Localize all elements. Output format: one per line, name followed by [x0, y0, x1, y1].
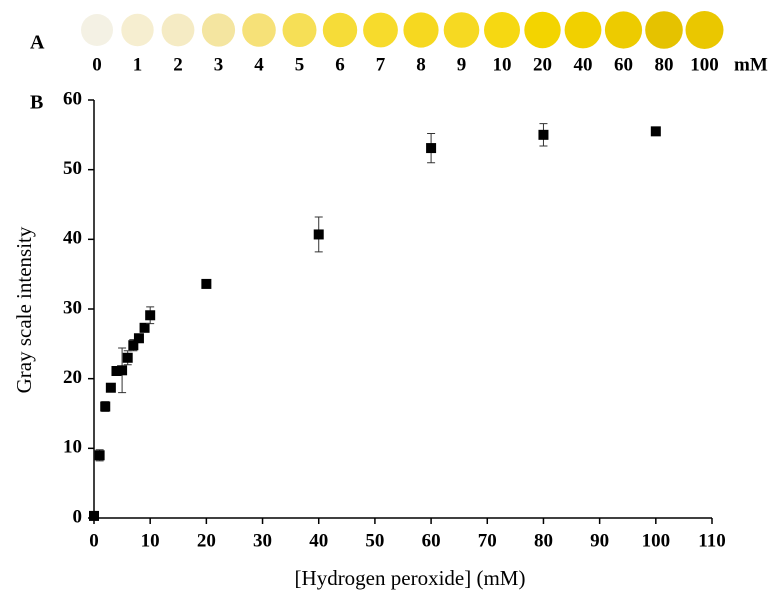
color-spot — [524, 11, 561, 49]
point — [105, 382, 116, 393]
point — [94, 450, 105, 461]
point — [117, 365, 128, 376]
x-tick-label: 10 — [141, 530, 160, 551]
y-tick-label: 20 — [63, 367, 82, 388]
y-tick-label: 30 — [63, 297, 82, 318]
x-tick-label: 90 — [590, 530, 609, 551]
strip-label: 7 — [376, 54, 386, 75]
color-spot — [121, 13, 154, 47]
strip-label: 6 — [335, 54, 345, 75]
color-spot — [161, 13, 195, 47]
point — [201, 278, 212, 289]
strip-label: 10 — [493, 54, 512, 75]
y-tick-label: 0 — [73, 506, 83, 527]
x-axis-title: [Hydrogen peroxide] (mM) — [295, 566, 526, 590]
color-spot — [564, 11, 602, 49]
color-spot — [403, 12, 439, 48]
point — [426, 143, 437, 154]
x-tick-label: 0 — [89, 530, 99, 551]
y-tick-label: 10 — [63, 437, 82, 458]
y-tick-label: 50 — [63, 158, 82, 179]
color-spot — [484, 12, 520, 48]
point — [100, 401, 111, 412]
color-spot — [363, 12, 398, 48]
strip-label: 2 — [173, 54, 183, 75]
x-tick-label: 80 — [534, 530, 553, 551]
strip-label: 8 — [416, 54, 426, 75]
strip-label: 100 — [690, 54, 719, 75]
x-tick-label: 40 — [309, 530, 328, 551]
y-tick-label: 40 — [63, 228, 82, 249]
color-spot — [685, 11, 724, 49]
color-spot — [201, 13, 236, 47]
x-tick-label: 50 — [365, 530, 384, 551]
x-tick-label: 20 — [197, 530, 216, 551]
panel-label: B — [30, 92, 43, 114]
strip-label: 20 — [533, 54, 552, 75]
point — [145, 310, 156, 321]
color-spot — [282, 13, 317, 47]
x-tick-label: 110 — [698, 530, 725, 551]
strip-label: 3 — [214, 54, 224, 75]
color-spot — [322, 12, 358, 48]
color-spot — [242, 13, 276, 47]
strip-label: 60 — [614, 54, 633, 75]
point — [650, 126, 661, 137]
x-tick-label: 60 — [422, 530, 441, 551]
point — [133, 333, 144, 344]
strip-label: 9 — [457, 54, 467, 75]
point — [313, 229, 324, 240]
color-spot — [645, 11, 683, 49]
panel-label: A — [30, 32, 45, 54]
unit-label: mM — [734, 54, 768, 75]
x-tick-label: 100 — [642, 530, 671, 551]
strip-label: 4 — [254, 54, 264, 75]
y-tick-label: 60 — [63, 88, 82, 109]
strip-label: 0 — [92, 54, 102, 75]
color-spot — [81, 14, 113, 46]
point — [111, 366, 122, 377]
point — [122, 352, 133, 363]
x-tick-label: 30 — [253, 530, 272, 551]
strip-label: 80 — [655, 54, 674, 75]
x-tick-label: 70 — [478, 530, 497, 551]
point — [128, 340, 139, 351]
point — [89, 510, 99, 521]
strip-label: 1 — [133, 54, 143, 75]
color-spot — [604, 11, 643, 49]
point — [139, 322, 150, 333]
y-axis-title: Gray scale intensity — [12, 226, 36, 393]
strip-label: 40 — [574, 54, 593, 75]
color-spot — [443, 12, 480, 48]
point — [538, 129, 549, 140]
strip-label: 5 — [295, 54, 305, 75]
